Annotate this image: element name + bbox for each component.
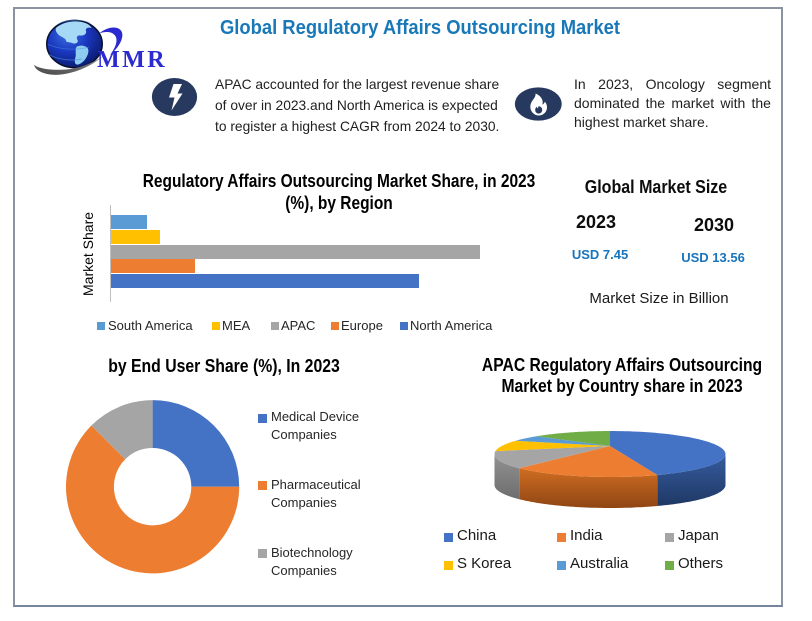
svg-text:MMR: MMR: [97, 47, 167, 73]
